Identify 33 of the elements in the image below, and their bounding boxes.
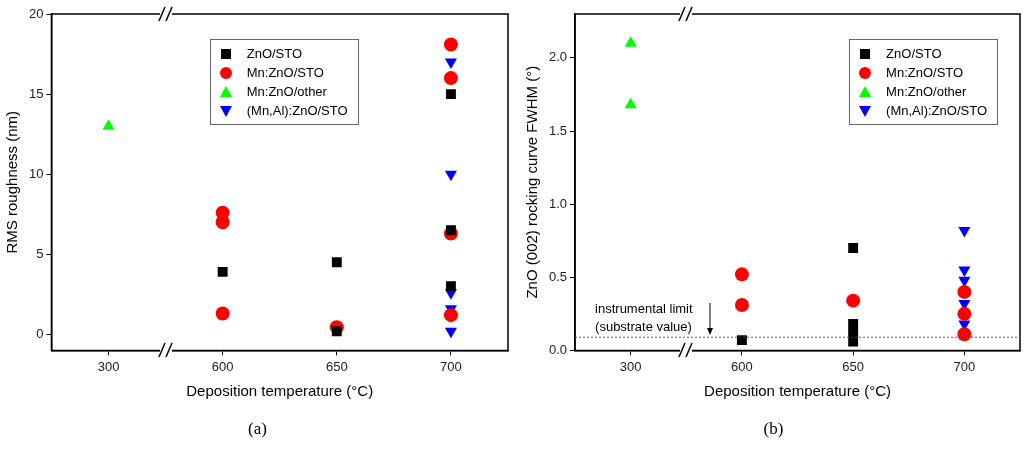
legend-label: (Mn,Al):ZnO/STO <box>246 101 348 120</box>
y-axis-title: ZnO (002) rocking curve FWHM (°) <box>523 65 541 299</box>
x-tick-label: 700 <box>953 358 976 374</box>
ref-line-label: instrumental limit (substrate value) <box>595 301 693 335</box>
x-tick-label: 600 <box>211 358 234 374</box>
legend-label: Mn:ZnO/other <box>246 82 327 101</box>
legend-label: Mn:ZnO/other <box>886 82 967 101</box>
x-tick-label: 700 <box>440 358 462 374</box>
y-tick-label: 2.0 <box>548 49 568 65</box>
x-axis-title: Deposition temperature (°C) <box>704 382 891 400</box>
y-tick-label: 5 <box>36 245 44 261</box>
legend-label: Mn:ZnO/STO <box>246 63 324 82</box>
x-tick-label: 650 <box>325 358 348 374</box>
y-tick-label: 0.5 <box>548 268 568 284</box>
y-tick-label: 0 <box>36 325 44 341</box>
text: (a) <box>248 419 267 438</box>
y-tick-label: 1.0 <box>548 195 568 211</box>
y-tick-label: 10 <box>28 165 44 181</box>
x-tick-label: 650 <box>842 358 864 374</box>
legend-label: Mn:ZnO/STO <box>886 63 964 82</box>
y-tick-label: 1.5 <box>548 122 568 138</box>
y-tick-label: 15 <box>28 85 44 101</box>
x-axis-title: Deposition temperature (°C) <box>186 382 374 400</box>
x-tick-label: 300 <box>619 358 642 374</box>
legend-label: ZnO/STO <box>886 44 942 63</box>
text: (b) <box>763 419 784 438</box>
x-tick-label: 600 <box>731 358 753 374</box>
y-axis-title: RMS roughness (nm) <box>3 110 21 254</box>
legend-label: (Mn,Al):ZnO/STO <box>886 101 987 120</box>
y-tick-label: 0.0 <box>548 341 568 357</box>
y-tick-label: 20 <box>28 5 44 21</box>
x-tick-label: 300 <box>97 358 120 374</box>
legend-label: ZnO/STO <box>246 44 303 63</box>
